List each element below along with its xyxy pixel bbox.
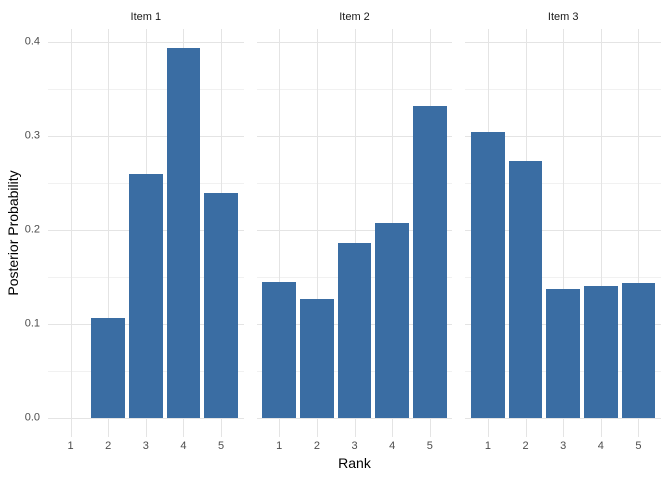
facet-panel [256, 29, 453, 437]
gridline-major-x [316, 29, 318, 437]
x-axis-tick-labels: 1 2 3 4 5 [48, 441, 244, 457]
x-tick-label: 2 [522, 440, 529, 452]
x-tick-label: 2 [105, 440, 112, 452]
facet-strip-label: Item 1 [130, 11, 162, 23]
x-axis-title: Rank [338, 455, 371, 471]
x-tick-label: 5 [635, 440, 642, 452]
x-tick-label: 1 [67, 440, 74, 452]
bar [621, 282, 656, 419]
x-tick-label: 3 [142, 440, 149, 452]
x-tick-label: 1 [276, 440, 283, 452]
bar [470, 132, 505, 419]
gridline-major-x [279, 29, 281, 437]
bar [166, 47, 201, 419]
bar [91, 317, 126, 419]
x-tick-label: 2 [313, 440, 320, 452]
facet: Item 2 1 2 3 4 5 [256, 0, 453, 480]
bar [204, 193, 239, 419]
x-tick-label: 4 [180, 440, 187, 452]
gridline-major-x [354, 29, 356, 437]
facet: Item 3 1 2 3 4 5 [465, 0, 662, 480]
bar [337, 243, 372, 419]
gridline-major-x [638, 29, 640, 437]
gridline-major-x [108, 29, 110, 437]
x-tick-label: 4 [389, 440, 396, 452]
bar [262, 281, 297, 419]
gridline-major-x [70, 29, 72, 437]
y-tick-label: 0.3 [24, 129, 40, 142]
facet-strip-label: Item 3 [547, 11, 579, 23]
x-tick-label: 5 [426, 440, 433, 452]
x-tick-label: 3 [351, 440, 358, 452]
bar [546, 288, 581, 419]
facets-container: Item 1 1 2 3 4 5 Item 2 1 2 3 4 5 Item 3 1 2 3 4 5 [48, 0, 662, 480]
x-tick-label: 5 [218, 440, 225, 452]
y-tick-label: 0.0 [24, 411, 40, 424]
y-tick-label: 0.4 [24, 35, 40, 48]
bar [508, 161, 543, 419]
x-axis-tick-labels: 1 2 3 4 5 [257, 441, 453, 457]
x-tick-label: 3 [560, 440, 567, 452]
bar [375, 222, 410, 419]
bar [128, 173, 163, 419]
y-tick-label: 0.2 [24, 223, 40, 236]
facet: Item 1 1 2 3 4 5 [48, 0, 244, 480]
y-axis-tick-labels: 0.0 0.1 0.2 0.3 0.4 [0, 29, 40, 437]
facet-panel [465, 29, 662, 437]
bar [583, 285, 618, 419]
x-tick-label: 1 [484, 440, 491, 452]
x-axis-tick-labels: 1 2 3 4 5 [465, 441, 661, 457]
y-tick-label: 0.1 [24, 317, 40, 330]
gridline-major-x [600, 29, 602, 437]
x-tick-label: 4 [597, 440, 604, 452]
bar [412, 105, 447, 419]
gridline-major-x [563, 29, 565, 437]
facet-panel [48, 29, 244, 437]
bar [299, 298, 334, 419]
facet-strip-label: Item 2 [339, 11, 370, 23]
